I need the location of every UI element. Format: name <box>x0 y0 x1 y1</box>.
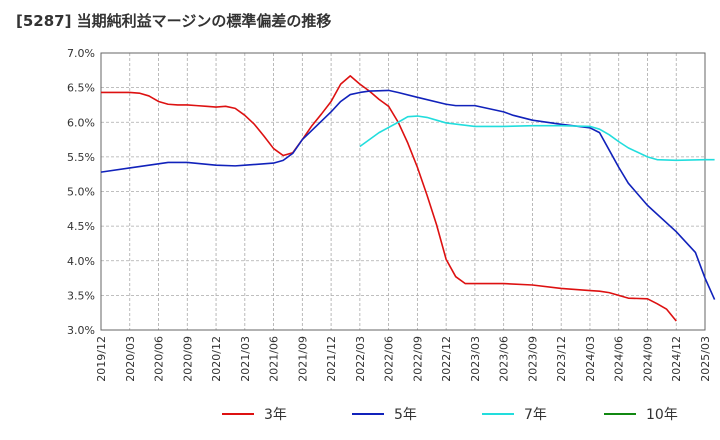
series-layer <box>100 75 716 322</box>
y-tick-label: 6.0% <box>67 116 95 129</box>
x-tick-label: 2023/09 <box>526 336 539 382</box>
x-tick-label: 2022/09 <box>411 336 424 382</box>
legend-label-1: 5年 <box>394 407 417 423</box>
series-line-2 <box>359 115 715 162</box>
x-tick-label: 2024/06 <box>613 336 626 382</box>
y-tick-label: 3.0% <box>67 324 95 337</box>
legend-label-2: 7年 <box>524 407 547 423</box>
x-tick-label: 2024/03 <box>584 336 597 382</box>
x-tick-label: 2022/12 <box>440 336 453 382</box>
x-tick-label: 2023/12 <box>555 336 568 382</box>
x-tick-label: 2021/09 <box>296 336 309 382</box>
series-line-1 <box>100 89 716 300</box>
x-tick-label: 2022/06 <box>383 336 396 382</box>
x-tick-label: 2020/09 <box>181 336 194 382</box>
chart-title: [5287] 当期純利益マージンの標準偏差の推移 <box>16 12 332 30</box>
y-tick-label: 7.0% <box>67 47 95 60</box>
x-tick-label: 2021/06 <box>268 336 281 382</box>
x-tick-label: 2023/03 <box>469 336 482 382</box>
legend-label-0: 3年 <box>264 407 287 423</box>
x-tick-label: 2020/12 <box>210 336 223 382</box>
x-tick-label: 2020/06 <box>153 336 166 382</box>
y-tick-label: 5.5% <box>67 151 95 164</box>
x-tick-label: 2023/06 <box>498 336 511 382</box>
x-tick-label: 2024/09 <box>641 336 654 382</box>
x-tick-label: 2024/12 <box>670 336 683 382</box>
x-tick-label: 2019/12 <box>95 336 108 382</box>
y-tick-label: 3.5% <box>67 289 95 302</box>
axis-layer: 3.0% 3.5% 4.0% 4.5% 5.0% 5.5% 6.0% 6.5% 7.0% 2019… <box>67 47 712 382</box>
grid-layer <box>100 52 706 331</box>
x-tick-label: 2021/03 <box>239 336 252 382</box>
x-tick-label: 2020/03 <box>124 336 137 382</box>
series-line-0 <box>101 75 677 322</box>
legend: 3年 5年 7年 10年 <box>222 407 678 423</box>
legend-label-3: 10年 <box>646 407 678 423</box>
y-tick-label: 4.5% <box>67 220 95 233</box>
x-tick-label: 2025/03 <box>699 336 712 382</box>
x-tick-label: 2022/03 <box>354 336 367 382</box>
y-tick-label: 4.0% <box>67 255 95 268</box>
y-tick-label: 5.0% <box>67 186 95 199</box>
x-tick-label: 2021/12 <box>325 336 338 382</box>
y-tick-label: 6.5% <box>67 82 95 95</box>
plot-area-border <box>100 52 706 331</box>
